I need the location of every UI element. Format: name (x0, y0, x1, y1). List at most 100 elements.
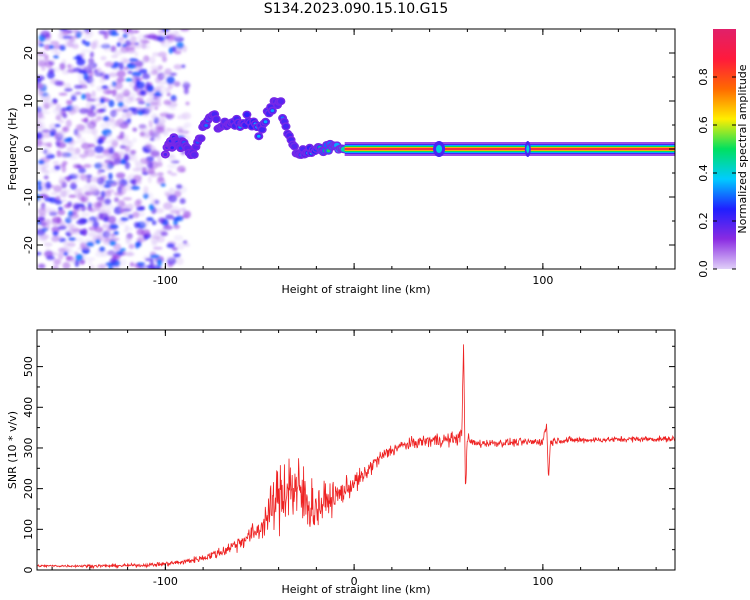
speckle-blob (37, 199, 43, 203)
speckle-blob (97, 139, 102, 145)
speckle-blob (49, 123, 54, 131)
speckle-blob (37, 251, 42, 256)
speckle-blob (161, 40, 171, 48)
speckle-blob (83, 149, 89, 155)
speckle-blob (121, 138, 131, 145)
speckle-blob (108, 72, 118, 78)
speckle-blob (65, 255, 75, 262)
speckle-blob (59, 62, 66, 71)
speckle-blob (94, 145, 105, 154)
speckle-blob (102, 223, 111, 229)
speckle-blob (120, 217, 129, 222)
speckle-blob (101, 204, 107, 209)
speckle-blob (169, 104, 177, 111)
speckle-blob (41, 66, 46, 71)
speckle-blob (182, 45, 188, 53)
speckle-blob (143, 34, 151, 39)
speckle-blob (170, 172, 178, 177)
speckle-blob (99, 246, 106, 252)
speckle-blob (105, 203, 114, 211)
speckle-blob (101, 85, 109, 90)
speckle-blob (116, 70, 126, 78)
speckle-blob (90, 77, 96, 84)
speckle-blob (56, 195, 61, 199)
speckle-blob (58, 92, 68, 96)
speckle-blob (120, 87, 131, 95)
speckle-blob (113, 243, 122, 252)
speckle-blob (97, 264, 105, 269)
speckle-blob (88, 264, 96, 269)
speckle-blob (126, 118, 132, 123)
speckle-blob (146, 217, 154, 222)
speckle-blob (72, 164, 83, 169)
speckle-blob (160, 183, 166, 187)
speckle-blob (171, 113, 176, 119)
speckle-blob (61, 164, 67, 173)
speckle-blob (162, 225, 173, 231)
speckle-blob (79, 52, 86, 58)
speckle-blob (79, 242, 87, 249)
speckle-blob (84, 41, 91, 47)
speckle-blob (95, 108, 105, 114)
speckle-blob (54, 80, 64, 86)
speckle-blob (171, 246, 178, 251)
y-tick-label: -10 (22, 188, 35, 206)
speckle-blob (100, 190, 106, 199)
speckle-blob (104, 162, 113, 171)
speckle-blob (119, 248, 126, 252)
snr-x-axis-label: Height of straight line (km) (281, 583, 430, 596)
speckle-blob (68, 64, 75, 72)
speckle-blob (79, 80, 87, 86)
speckle-blob (43, 242, 53, 247)
speckle-blob (166, 92, 171, 97)
speckle-blob (116, 42, 122, 47)
speckle-blob (144, 141, 152, 150)
speckle-blob (37, 263, 46, 269)
speckle-blob (108, 83, 116, 89)
speckle-blob (149, 137, 156, 142)
speckle-blob (87, 65, 96, 70)
speckle-blob (63, 204, 71, 209)
speckle-blob (62, 43, 70, 48)
speckle-blob (87, 206, 93, 211)
speckle-blob (86, 241, 95, 247)
speckle-blob (149, 254, 160, 259)
speckle-blob (52, 265, 59, 269)
speckle-blob (72, 67, 83, 73)
colorbar-label: Normalized spectral amplitude (736, 64, 749, 233)
x-tick-label: 100 (532, 274, 553, 287)
speckle-blob (185, 101, 190, 106)
speckle-blob (138, 68, 148, 74)
speckle-blob (113, 49, 123, 56)
speckle-blob (57, 225, 67, 230)
speckle-blob (172, 98, 177, 102)
speckle-blob (176, 242, 185, 250)
speckle-blob (138, 205, 145, 211)
speckle-blob (115, 93, 125, 100)
speckle-blob (45, 218, 51, 225)
speckle-blob (181, 112, 192, 120)
speckle-blob (128, 96, 135, 102)
speckle-blob (160, 231, 168, 237)
speckle-blob (94, 251, 105, 258)
speckle-blob (93, 135, 99, 139)
y-tick-label: -20 (22, 236, 35, 254)
carrier-band (344, 148, 675, 150)
y-tick-label: 200 (22, 478, 35, 499)
speckle-blob (68, 237, 77, 241)
speckle-blob (46, 255, 55, 261)
speckle-blob (43, 149, 52, 157)
speckle-blob (66, 146, 76, 153)
speckle-blob (88, 226, 97, 231)
speckle-blob (49, 40, 60, 45)
speckle-blob (149, 56, 156, 65)
speckle-group (37, 29, 192, 269)
speckle-blob (38, 43, 45, 47)
colorbar-ticks: 0.0 0.2 0.4 0.6 0.8 (697, 68, 736, 278)
speckle-blob (63, 240, 69, 249)
speckle-blob (109, 251, 118, 256)
speckle-blob (108, 154, 118, 160)
speckle-blob (41, 181, 47, 189)
speckle-blob (174, 51, 182, 55)
